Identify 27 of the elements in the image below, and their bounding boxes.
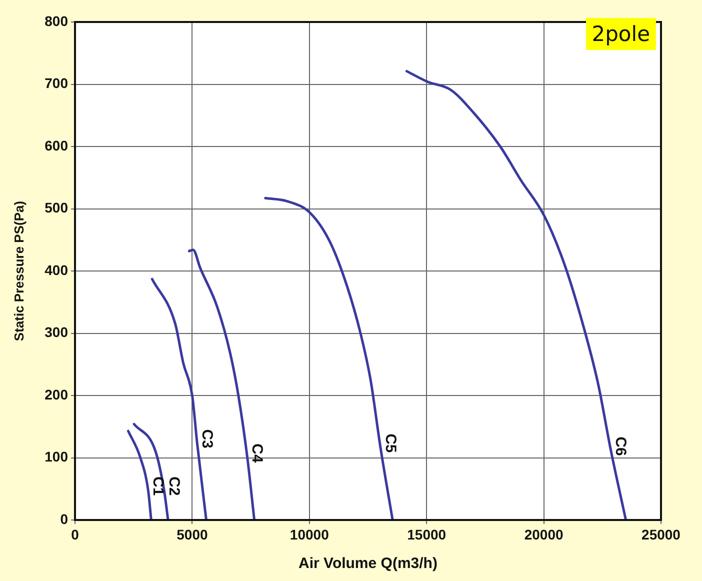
y-tick-label: 300 xyxy=(44,324,68,340)
x-tick-label: 10000 xyxy=(290,526,330,542)
x-tick-label: 5000 xyxy=(176,526,208,542)
x-tick-label: 15000 xyxy=(407,526,446,542)
text: C4 xyxy=(248,444,266,464)
text: C2 xyxy=(165,476,182,496)
y-tick-label: 700 xyxy=(44,75,68,92)
x-tick-label: 0 xyxy=(71,526,80,542)
text: C6 xyxy=(612,436,630,456)
line-series xyxy=(126,430,152,520)
text: C5 xyxy=(382,434,399,453)
y-tick-label: 800 xyxy=(44,12,68,29)
x-tick-label: 25000 xyxy=(642,526,681,542)
y-axis-title: Static Pressure PS(Pa) xyxy=(11,200,26,342)
y-tick-label: 400 xyxy=(44,262,68,278)
line-series xyxy=(405,70,628,520)
text: C1 xyxy=(149,476,166,496)
y-tick-label: 100 xyxy=(44,448,68,465)
y-tick-label: 0 xyxy=(60,510,68,527)
x-tick-label: 20000 xyxy=(524,526,564,542)
y-tick-label: 200 xyxy=(44,386,68,402)
annotation: 2pole xyxy=(586,18,656,50)
y-tick-label: 500 xyxy=(44,200,68,216)
y-tick-label: 600 xyxy=(44,137,68,154)
x-axis-title: Air Volume Q(m3/h) xyxy=(298,555,438,572)
text: C3 xyxy=(198,429,216,448)
line-series xyxy=(132,422,170,520)
